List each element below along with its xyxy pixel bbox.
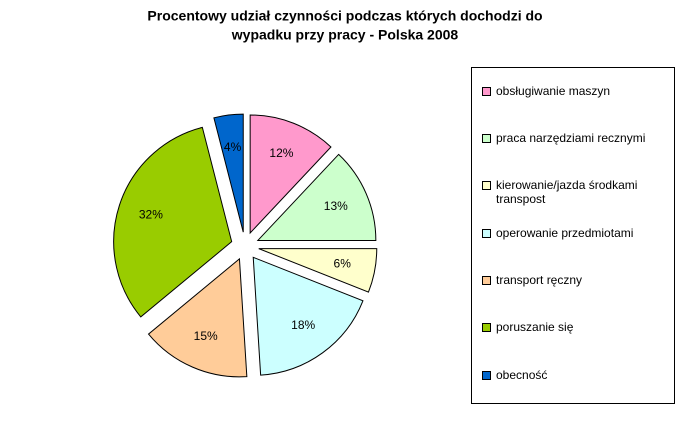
- data-label: 6%: [334, 257, 352, 271]
- data-label: 4%: [224, 140, 242, 154]
- legend-swatch: [482, 229, 491, 238]
- legend-item: obsługiwanie maszyn: [482, 84, 672, 98]
- legend-label: obecność: [496, 368, 548, 382]
- legend-item: kierowanie/jazda środkami transpost: [482, 178, 672, 206]
- legend-swatch: [482, 276, 491, 285]
- pie-slice: [258, 248, 378, 293]
- legend-swatch: [482, 371, 491, 380]
- legend: obsługiwanie maszyn praca narzędziami rec…: [471, 67, 675, 404]
- legend-label: obsługiwanie maszyn: [496, 84, 611, 98]
- data-label: 12%: [269, 146, 293, 160]
- legend-label: praca narzędziami recznymi: [496, 131, 646, 145]
- data-label: 15%: [194, 329, 218, 343]
- legend-item: transport ręczny: [482, 273, 672, 287]
- pie-slice: [113, 126, 233, 318]
- pie-slice: [252, 256, 364, 376]
- legend-item: praca narzędziami recznymi: [482, 131, 672, 145]
- legend-label: kierowanie/jazda środkami transpost: [496, 178, 638, 206]
- legend-item: poruszanie się: [482, 320, 672, 334]
- legend-item: obecność: [482, 368, 672, 382]
- legend-label: operowanie przedmiotami: [496, 226, 634, 240]
- data-label: 18%: [291, 318, 315, 332]
- chart-title: wypadku przy pracy - Polska 2008: [231, 27, 459, 43]
- pie-slice: [249, 114, 332, 235]
- chart-title: Procentowy udział czynności podczas któr…: [147, 8, 542, 24]
- pie-slice: [256, 153, 377, 241]
- legend-item: operowanie przedmiotami: [482, 226, 672, 240]
- data-label: 13%: [324, 199, 348, 213]
- legend-swatch: [482, 181, 491, 190]
- legend-swatch: [482, 323, 491, 332]
- legend-swatch: [482, 134, 491, 143]
- pie-slice: [213, 113, 244, 233]
- data-label: 32%: [139, 208, 163, 222]
- legend-label: poruszanie się: [496, 320, 574, 334]
- legend-swatch: [482, 87, 491, 96]
- legend-label: transport ręczny: [496, 273, 583, 287]
- pie-slice: [147, 257, 248, 378]
